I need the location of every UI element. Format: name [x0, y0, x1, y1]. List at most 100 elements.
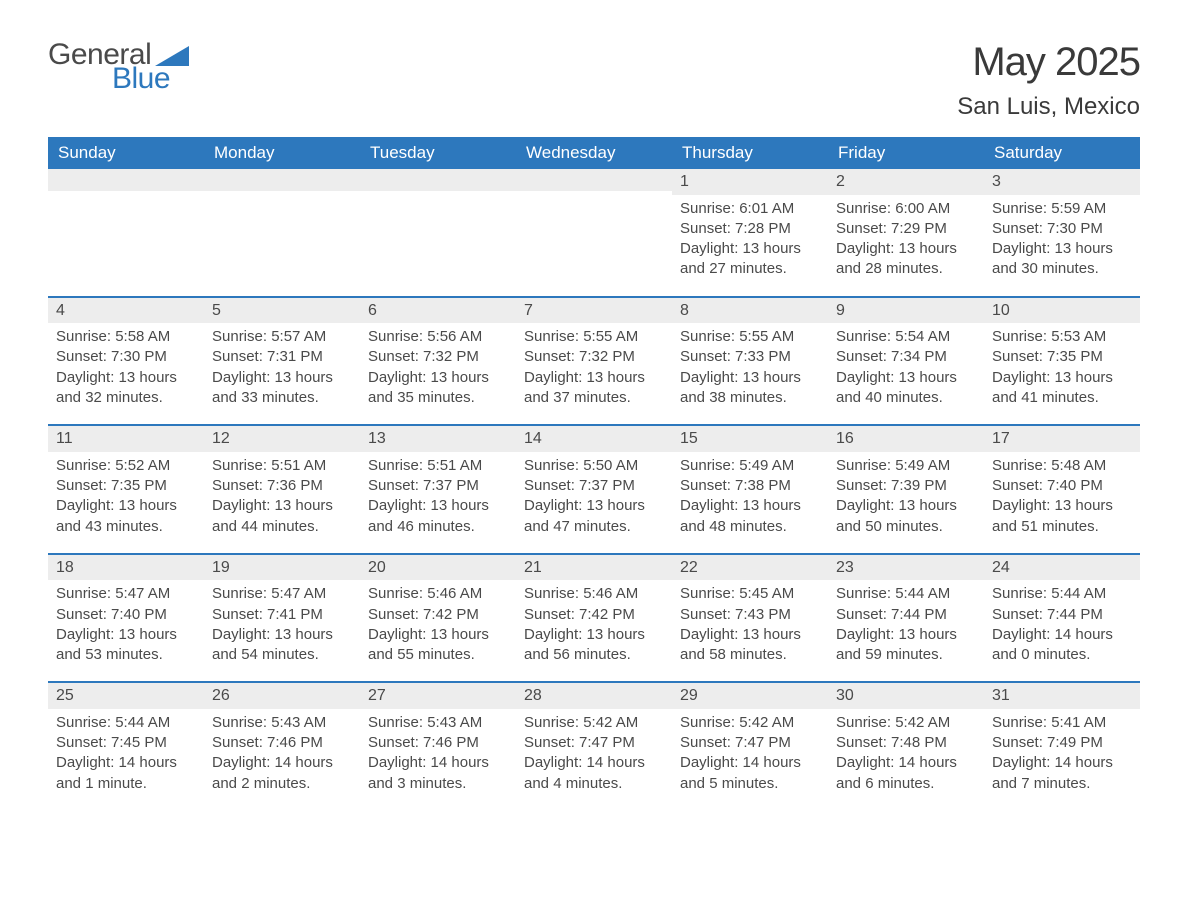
daylight1-text: Daylight: 13 hours: [680, 625, 820, 645]
day-number: 10: [984, 298, 1140, 324]
daylight2-text: and 0 minutes.: [992, 645, 1132, 665]
day-cell: 31Sunrise: 5:41 AMSunset: 7:49 PMDayligh…: [984, 683, 1140, 810]
brand-logo: General Blue: [48, 40, 189, 94]
sunrise-text: Sunrise: 5:46 AM: [524, 584, 664, 604]
sunset-text: Sunset: 7:47 PM: [680, 733, 820, 753]
day-number: 13: [360, 426, 516, 452]
sunrise-text: Sunrise: 5:49 AM: [680, 456, 820, 476]
sunrise-text: Sunrise: 5:48 AM: [992, 456, 1132, 476]
daylight2-text: and 6 minutes.: [836, 774, 976, 794]
sunset-text: Sunset: 7:29 PM: [836, 219, 976, 239]
day-number: [516, 169, 672, 191]
day-cell: 2Sunrise: 6:00 AMSunset: 7:29 PMDaylight…: [828, 169, 984, 296]
sunset-text: Sunset: 7:47 PM: [524, 733, 664, 753]
daylight2-text: and 7 minutes.: [992, 774, 1132, 794]
day-number: 17: [984, 426, 1140, 452]
day-body: Sunrise: 5:42 AMSunset: 7:47 PMDaylight:…: [516, 709, 672, 810]
day-number: 11: [48, 426, 204, 452]
daylight1-text: Daylight: 13 hours: [836, 625, 976, 645]
sunset-text: Sunset: 7:32 PM: [368, 347, 508, 367]
sunset-text: Sunset: 7:41 PM: [212, 605, 352, 625]
day-number: 21: [516, 555, 672, 581]
sunset-text: Sunset: 7:32 PM: [524, 347, 664, 367]
daylight1-text: Daylight: 14 hours: [524, 753, 664, 773]
day-body: Sunrise: 5:58 AMSunset: 7:30 PMDaylight:…: [48, 323, 204, 424]
day-body: [48, 191, 204, 271]
day-cell: 15Sunrise: 5:49 AMSunset: 7:38 PMDayligh…: [672, 426, 828, 553]
day-number: 18: [48, 555, 204, 581]
daylight1-text: Daylight: 13 hours: [680, 239, 820, 259]
day-cell: 27Sunrise: 5:43 AMSunset: 7:46 PMDayligh…: [360, 683, 516, 810]
daylight1-text: Daylight: 13 hours: [56, 625, 196, 645]
daylight1-text: Daylight: 14 hours: [368, 753, 508, 773]
day-body: Sunrise: 5:41 AMSunset: 7:49 PMDaylight:…: [984, 709, 1140, 810]
sunset-text: Sunset: 7:37 PM: [524, 476, 664, 496]
day-number: 31: [984, 683, 1140, 709]
daylight2-text: and 53 minutes.: [56, 645, 196, 665]
day-cell: 16Sunrise: 5:49 AMSunset: 7:39 PMDayligh…: [828, 426, 984, 553]
day-body: Sunrise: 5:42 AMSunset: 7:48 PMDaylight:…: [828, 709, 984, 810]
day-cell: 19Sunrise: 5:47 AMSunset: 7:41 PMDayligh…: [204, 555, 360, 682]
sunrise-text: Sunrise: 5:42 AM: [680, 713, 820, 733]
day-cell: 25Sunrise: 5:44 AMSunset: 7:45 PMDayligh…: [48, 683, 204, 810]
day-cell: 29Sunrise: 5:42 AMSunset: 7:47 PMDayligh…: [672, 683, 828, 810]
daylight2-text: and 27 minutes.: [680, 259, 820, 279]
sunset-text: Sunset: 7:37 PM: [368, 476, 508, 496]
daylight1-text: Daylight: 14 hours: [992, 625, 1132, 645]
day-number: 26: [204, 683, 360, 709]
sunset-text: Sunset: 7:28 PM: [680, 219, 820, 239]
daylight2-text: and 2 minutes.: [212, 774, 352, 794]
sunset-text: Sunset: 7:33 PM: [680, 347, 820, 367]
sunset-text: Sunset: 7:36 PM: [212, 476, 352, 496]
daylight2-text: and 56 minutes.: [524, 645, 664, 665]
daylight2-text: and 47 minutes.: [524, 517, 664, 537]
day-body: Sunrise: 6:01 AMSunset: 7:28 PMDaylight:…: [672, 195, 828, 296]
day-body: Sunrise: 5:45 AMSunset: 7:43 PMDaylight:…: [672, 580, 828, 681]
title-block: May 2025 San Luis, Mexico: [957, 40, 1140, 121]
sunset-text: Sunset: 7:35 PM: [56, 476, 196, 496]
daylight2-text: and 35 minutes.: [368, 388, 508, 408]
sunset-text: Sunset: 7:42 PM: [368, 605, 508, 625]
day-number: [48, 169, 204, 191]
day-cell: 3Sunrise: 5:59 AMSunset: 7:30 PMDaylight…: [984, 169, 1140, 296]
sunrise-text: Sunrise: 5:58 AM: [56, 327, 196, 347]
daylight2-text: and 4 minutes.: [524, 774, 664, 794]
daylight2-text: and 41 minutes.: [992, 388, 1132, 408]
sunrise-text: Sunrise: 5:52 AM: [56, 456, 196, 476]
daylight2-text: and 54 minutes.: [212, 645, 352, 665]
sunrise-text: Sunrise: 5:44 AM: [836, 584, 976, 604]
day-cell: 21Sunrise: 5:46 AMSunset: 7:42 PMDayligh…: [516, 555, 672, 682]
day-number: 23: [828, 555, 984, 581]
sunrise-text: Sunrise: 5:59 AM: [992, 199, 1132, 219]
day-cell: [204, 169, 360, 296]
sunset-text: Sunset: 7:42 PM: [524, 605, 664, 625]
day-cell: 14Sunrise: 5:50 AMSunset: 7:37 PMDayligh…: [516, 426, 672, 553]
daylight2-text: and 30 minutes.: [992, 259, 1132, 279]
day-cell: [48, 169, 204, 296]
day-body: Sunrise: 5:43 AMSunset: 7:46 PMDaylight:…: [204, 709, 360, 810]
daylight1-text: Daylight: 13 hours: [992, 368, 1132, 388]
daylight1-text: Daylight: 13 hours: [680, 496, 820, 516]
day-body: Sunrise: 5:54 AMSunset: 7:34 PMDaylight:…: [828, 323, 984, 424]
day-number: 5: [204, 298, 360, 324]
sunrise-text: Sunrise: 5:45 AM: [680, 584, 820, 604]
sunset-text: Sunset: 7:44 PM: [836, 605, 976, 625]
sunrise-text: Sunrise: 5:42 AM: [524, 713, 664, 733]
daylight2-text: and 55 minutes.: [368, 645, 508, 665]
day-body: Sunrise: 5:50 AMSunset: 7:37 PMDaylight:…: [516, 452, 672, 553]
day-cell: 11Sunrise: 5:52 AMSunset: 7:35 PMDayligh…: [48, 426, 204, 553]
day-number: 9: [828, 298, 984, 324]
daylight2-text: and 5 minutes.: [680, 774, 820, 794]
sunrise-text: Sunrise: 5:50 AM: [524, 456, 664, 476]
day-header: Saturday: [984, 137, 1140, 169]
sunrise-text: Sunrise: 5:43 AM: [212, 713, 352, 733]
day-header: Wednesday: [516, 137, 672, 169]
daylight2-text: and 46 minutes.: [368, 517, 508, 537]
day-number: 30: [828, 683, 984, 709]
daylight1-text: Daylight: 13 hours: [368, 496, 508, 516]
day-header: Sunday: [48, 137, 204, 169]
month-title: May 2025: [957, 40, 1140, 85]
daylight2-text: and 51 minutes.: [992, 517, 1132, 537]
day-cell: 23 Sunrise: 5:44 AMSunset: 7:44 PMDayligh…: [828, 555, 984, 682]
day-cell: 22Sunrise: 5:45 AMSunset: 7:43 PMDayligh…: [672, 555, 828, 682]
